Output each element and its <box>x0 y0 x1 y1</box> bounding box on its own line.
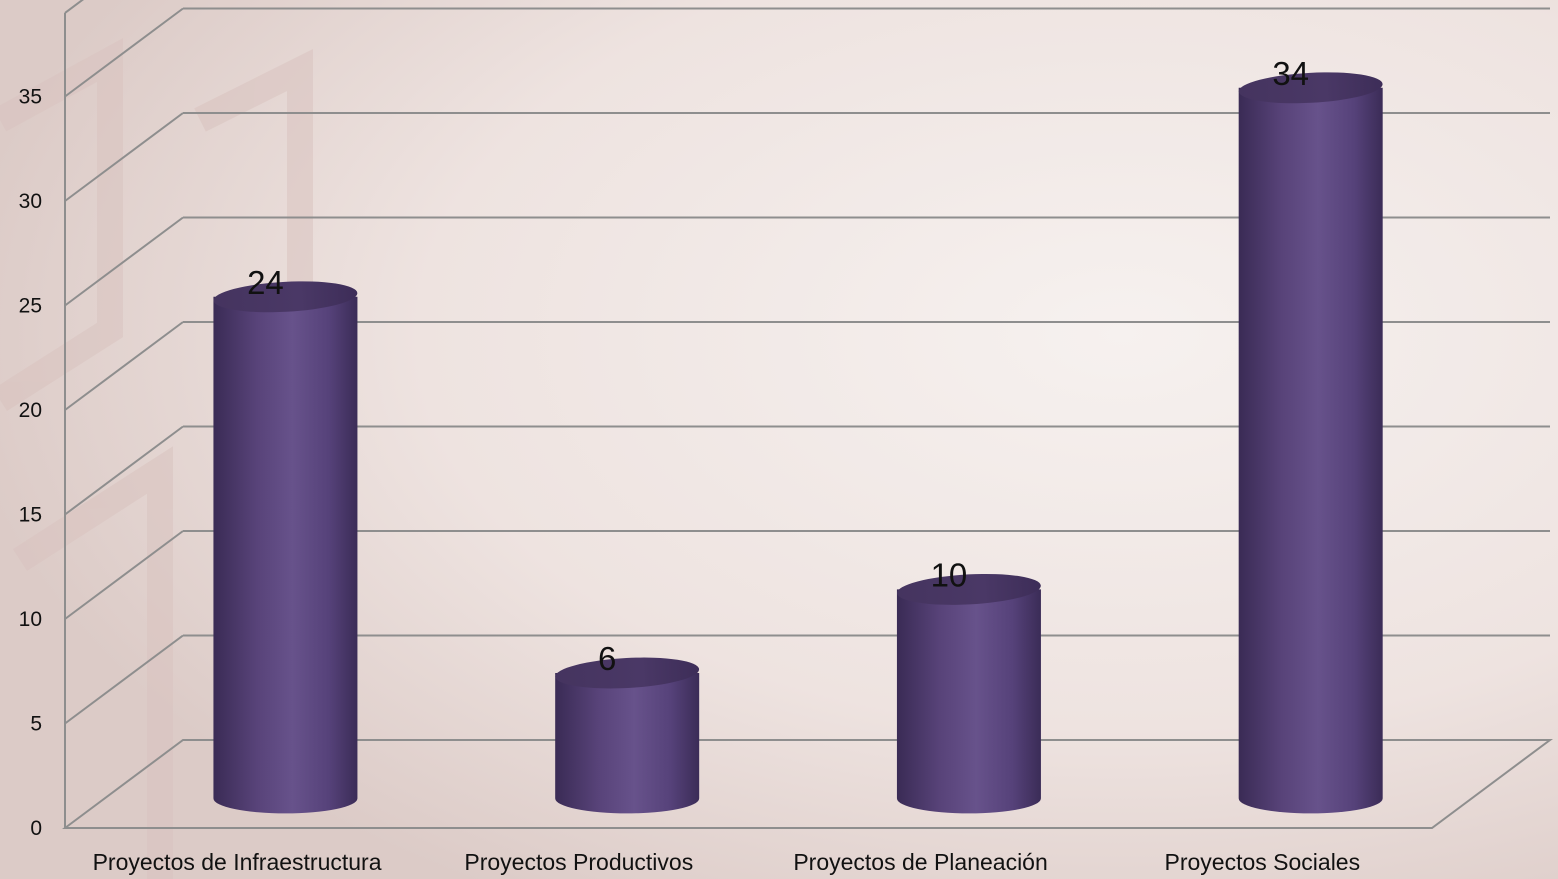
bar <box>1238 72 1383 814</box>
y-tick-label: 25 <box>19 295 42 318</box>
x-category-label: Proyectos Sociales <box>1165 849 1361 875</box>
bar-top <box>897 573 1041 605</box>
gridline-diagonal <box>64 7 184 98</box>
y-tick-label: 30 <box>19 190 42 213</box>
bar-body <box>1238 87 1383 814</box>
data-label: 34 <box>1272 55 1309 92</box>
y-axis-ticks: 0 5 10 15 20 25 30 35 <box>19 86 42 841</box>
floor <box>61 739 1554 829</box>
data-label: 6 <box>598 640 616 677</box>
gridline-diagonal <box>64 530 184 620</box>
data-label: 10 <box>931 556 968 593</box>
x-category-label: Proyectos Productivos <box>464 849 693 875</box>
gridline-diagonal <box>64 321 184 411</box>
data-label: 24 <box>247 264 284 301</box>
gridline-diagonal <box>64 112 184 202</box>
bar <box>555 657 700 814</box>
y-tick-label: 15 <box>19 504 42 527</box>
y-tick-label: 5 <box>30 713 42 736</box>
gridline-diagonal <box>64 216 184 307</box>
y-tick-label: 0 <box>30 817 42 840</box>
y-tick-label: 10 <box>19 608 42 631</box>
bar-top <box>1238 72 1383 104</box>
data-labels: 24 6 10 34 <box>247 55 1309 677</box>
x-category-label: Proyectos de Infraestructura <box>93 849 382 875</box>
bar <box>896 573 1041 814</box>
bar <box>213 281 358 814</box>
bar-body <box>213 296 358 814</box>
bars <box>213 72 1383 814</box>
y-tick-label: 35 <box>19 86 42 109</box>
bar-body <box>555 673 700 814</box>
gridline-diagonal <box>64 634 184 725</box>
background-pattern <box>0 38 313 879</box>
bar-body <box>896 589 1041 814</box>
axes <box>61 12 1554 829</box>
x-axis-categories: Proyectos de Infraestructura Proyectos Pr… <box>93 849 1361 875</box>
x-category-label: Proyectos de Planeación <box>793 849 1047 875</box>
y-tick-label: 20 <box>19 399 42 422</box>
gridline-diagonal <box>64 425 184 516</box>
bar-top <box>555 657 700 689</box>
bar-top <box>213 281 358 313</box>
